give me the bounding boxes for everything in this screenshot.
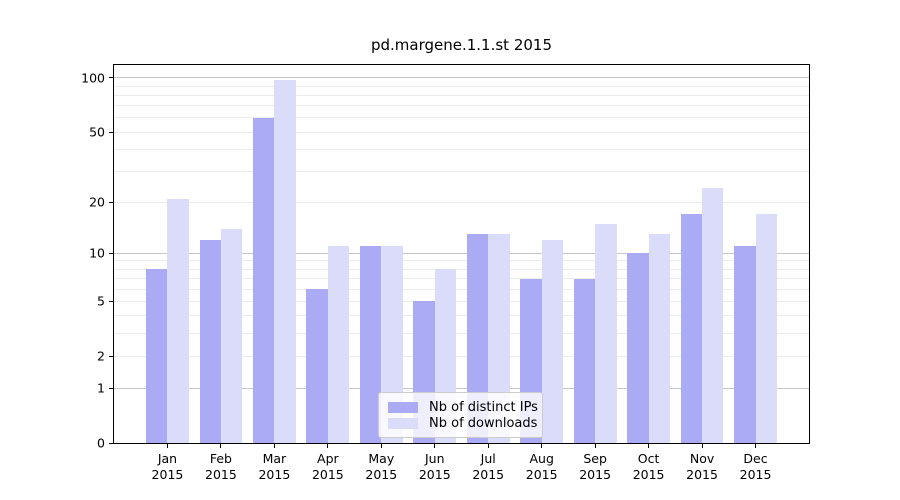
y-tick-label: 1 — [97, 380, 105, 396]
y-tick-label: 100 — [81, 70, 105, 86]
legend-item-distinct-ips: Nb of distinct IPs — [388, 399, 538, 415]
x-tick-label: Oct 2015 — [632, 451, 665, 482]
bar-nb-of-downloads — [648, 234, 670, 443]
x-tick — [220, 443, 222, 448]
x-tick-label: Jul 2015 — [472, 451, 505, 482]
x-tick-label: Mar 2015 — [258, 451, 291, 482]
legend: Nb of distinct IPs Nb of downloads — [378, 392, 543, 438]
x-tick-label: Jun 2015 — [418, 451, 451, 482]
minor-gridline — [114, 260, 809, 262]
y-tick — [109, 77, 114, 79]
minor-gridline — [114, 94, 809, 96]
minor-gridline — [114, 300, 809, 302]
bar-nb-of-downloads — [755, 214, 777, 443]
y-tick — [109, 442, 114, 444]
legend-swatch-distinct-ips — [388, 401, 418, 413]
x-tick-label: Sep 2015 — [579, 451, 612, 482]
chart-title: pd.margene.1.1.st 2015 — [370, 36, 553, 54]
x-tick — [701, 443, 703, 448]
bar-nb-of-distinct-ips — [253, 117, 275, 443]
minor-gridline — [114, 315, 809, 317]
x-tick — [166, 443, 168, 448]
x-tick — [434, 443, 436, 448]
x-tick-label: Dec 2015 — [739, 451, 772, 482]
legend-swatch-downloads — [388, 417, 418, 429]
x-tick — [327, 443, 329, 448]
x-tick-label: May 2015 — [365, 451, 398, 482]
bar-nb-of-distinct-ips — [306, 289, 328, 443]
minor-gridline — [114, 278, 809, 280]
legend-label-distinct-ips: Nb of distinct IPs — [429, 399, 538, 415]
y-tick-label: 2 — [97, 348, 105, 364]
bar-nb-of-downloads — [274, 79, 296, 443]
bar-nb-of-distinct-ips — [146, 269, 168, 443]
bar-nb-of-distinct-ips — [199, 240, 221, 443]
major-gridline — [114, 387, 809, 389]
bar-nb-of-distinct-ips — [734, 246, 756, 443]
bar-nb-of-distinct-ips — [359, 246, 382, 443]
y-tick-label: 50 — [89, 124, 105, 140]
x-tick — [594, 443, 596, 448]
major-gridline — [114, 77, 809, 79]
plot-area: Nb of distinct IPs Nb of downloads 0 1 2 5 1… — [81, 64, 810, 482]
bar-nb-of-distinct-ips — [627, 253, 649, 443]
minor-gridline — [114, 170, 809, 172]
bar-nb-of-distinct-ips — [466, 234, 489, 443]
y-tick-label: 20 — [89, 194, 105, 210]
minor-gridline — [114, 117, 809, 119]
x-tick — [755, 443, 757, 448]
legend-item-downloads: Nb of downloads — [388, 415, 537, 431]
minor-gridline — [114, 85, 809, 87]
y-tick — [109, 300, 114, 302]
x-tick — [380, 443, 382, 448]
minor-gridline — [114, 268, 809, 270]
x-tick-label: Feb 2015 — [205, 451, 237, 482]
y-tick-label: 0 — [97, 435, 105, 451]
y-tick-label: 5 — [97, 293, 105, 309]
y-tick — [109, 201, 114, 203]
legend-label-downloads: Nb of downloads — [429, 415, 538, 431]
bar-nb-of-downloads — [595, 223, 617, 443]
minor-gridline — [114, 332, 809, 334]
bar-nb-of-distinct-ips — [573, 278, 596, 443]
y-tick — [109, 131, 114, 133]
x-tick — [273, 443, 275, 448]
y-tick — [109, 387, 114, 389]
bar-nb-of-downloads — [488, 234, 510, 443]
y-tick-label: 10 — [89, 245, 105, 261]
x-tick-label: Apr 2015 — [311, 451, 344, 482]
x-tick-label: Nov 2015 — [686, 451, 718, 482]
y-tick — [109, 252, 114, 254]
x-tick — [487, 443, 489, 448]
x-tick — [648, 443, 650, 448]
bar-nb-of-downloads — [702, 188, 724, 443]
x-tick-label: Aug 2015 — [525, 451, 558, 482]
minor-gridline — [114, 288, 809, 290]
minor-gridline — [114, 105, 809, 107]
bar-nb-of-distinct-ips — [680, 214, 703, 443]
major-gridline — [114, 252, 809, 254]
y-tick — [109, 355, 114, 357]
bar-nb-of-downloads — [541, 240, 564, 443]
minor-gridline — [114, 355, 809, 357]
minor-gridline — [114, 201, 809, 203]
bar-nb-of-downloads — [327, 246, 350, 443]
minor-gridline — [114, 148, 809, 150]
minor-gridline — [114, 131, 809, 133]
x-tick-label: Jan 2015 — [151, 451, 184, 482]
bar-nb-of-downloads — [167, 198, 189, 443]
bar-nb-of-downloads — [220, 228, 243, 443]
x-tick — [541, 443, 543, 448]
